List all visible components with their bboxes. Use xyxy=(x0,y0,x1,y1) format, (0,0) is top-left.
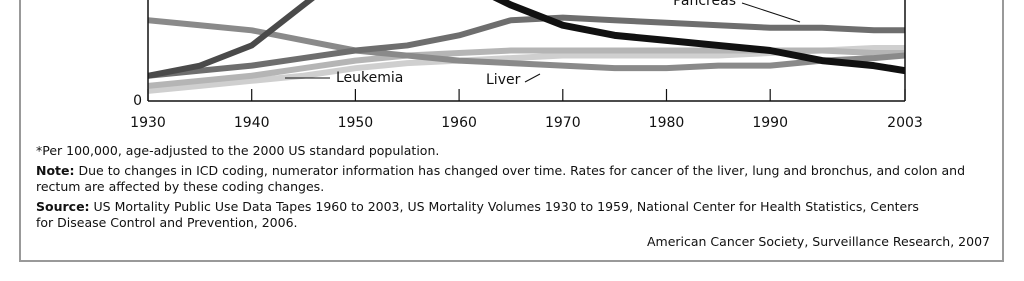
source-text: US Mortality Public Use Data Tapes 1960 … xyxy=(36,199,919,230)
credit: American Cancer Society, Surveillance Re… xyxy=(646,234,990,249)
notes: *Per 100,000, age-adjusted to the 2000 U… xyxy=(36,143,996,235)
chart: 0 1930 1940 1950 1960 1970 1980 1990 2003 Leukemi… xyxy=(130,0,923,131)
note: Note: Due to changes in ICD coding, nume… xyxy=(36,163,996,195)
footnote: *Per 100,000, age-adjusted to the 2000 U… xyxy=(36,143,440,158)
series-line xyxy=(492,0,905,75)
note-label: Note: xyxy=(36,163,75,178)
x-tick-label: 1940 xyxy=(234,115,270,131)
leader-line xyxy=(741,2,801,23)
series-label: Pancreas xyxy=(673,0,736,9)
series-line xyxy=(148,47,905,89)
series-line xyxy=(148,17,905,72)
note-text: Due to changes in ICD coding, numerator … xyxy=(36,163,966,194)
series-line xyxy=(148,0,315,79)
series-line xyxy=(148,14,905,79)
x-tick-label: 1930 xyxy=(130,115,166,131)
frame xyxy=(19,0,1004,262)
x-tick-label: 1950 xyxy=(338,115,374,131)
x-tick-label: 1960 xyxy=(441,115,477,131)
x-tick-label: 1970 xyxy=(545,115,581,131)
source: Source: US Mortality Public Use Data Tap… xyxy=(36,199,936,231)
series-label: Leukemia xyxy=(336,70,403,86)
x-tick-label: 2003 xyxy=(887,115,923,131)
y-tick-label: 0 xyxy=(133,93,142,109)
x-tick-label: 1980 xyxy=(649,115,685,131)
leader-line xyxy=(524,73,541,83)
source-label: Source: xyxy=(36,199,90,214)
x-tick-label: 1990 xyxy=(752,115,788,131)
series-label: Liver xyxy=(486,72,521,88)
